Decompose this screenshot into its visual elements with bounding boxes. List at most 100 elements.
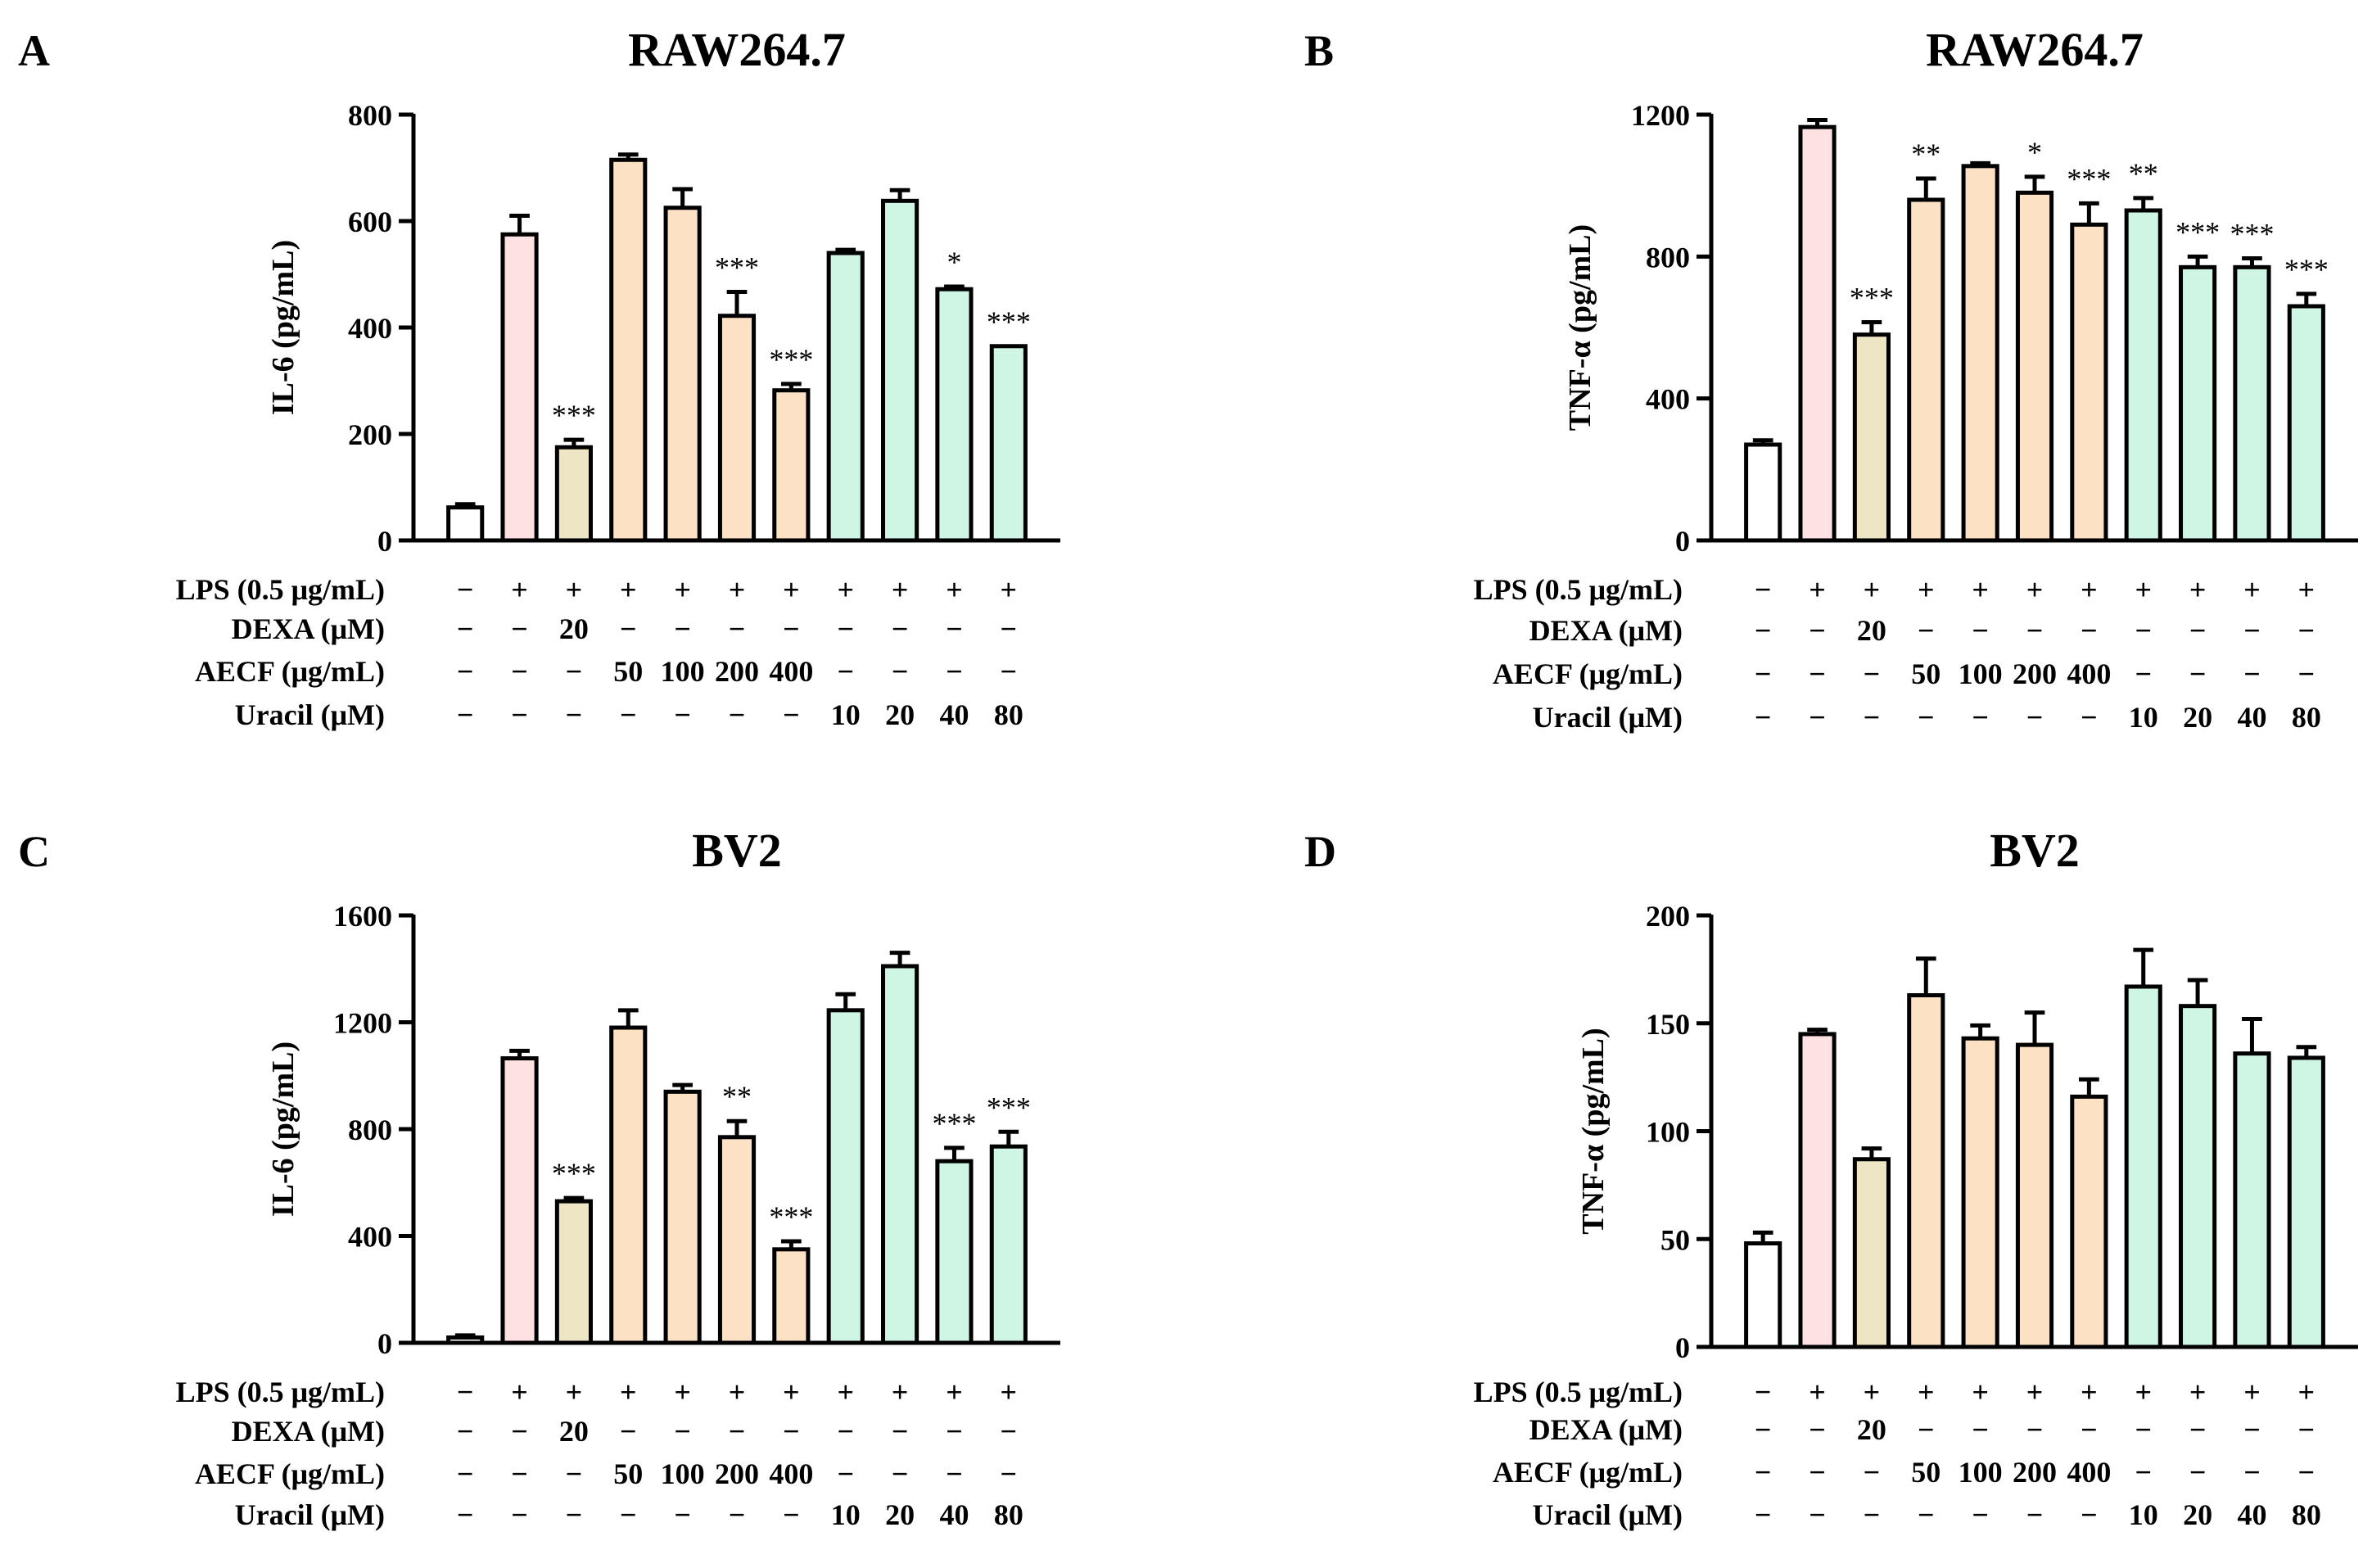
condition-value: +	[946, 573, 963, 606]
condition-value: −	[783, 1498, 800, 1531]
condition-value: −	[2189, 614, 2207, 647]
condition-value: −	[2081, 1413, 2098, 1446]
panel-letter: C	[18, 827, 50, 876]
condition-value: +	[892, 573, 909, 606]
bar	[2015, 1042, 2054, 1349]
condition-value: +	[1918, 573, 1935, 606]
condition-value: 100	[1959, 657, 2003, 690]
condition-label: Uracil (μM)	[235, 698, 385, 731]
significance-marker: ***	[715, 251, 759, 283]
condition-value: −	[620, 1498, 637, 1531]
bar	[2124, 208, 2162, 543]
condition-value: +	[837, 573, 854, 606]
condition-value: 200	[715, 655, 759, 688]
condition-value: 20	[885, 1498, 915, 1531]
condition-value: −	[2026, 701, 2044, 734]
bar	[2233, 264, 2271, 543]
bar	[2233, 1051, 2271, 1349]
condition-value: 20	[559, 612, 589, 645]
condition-value: −	[1972, 614, 1989, 647]
condition-label: DEXA (μM)	[232, 612, 385, 645]
condition-value: −	[620, 1415, 637, 1448]
condition-value: −	[511, 1415, 528, 1448]
condition-label: LPS (0.5 μg/mL)	[176, 1376, 385, 1408]
y-axis-label: IL-6 (pg/mL)	[266, 1042, 300, 1217]
bar	[663, 1089, 702, 1345]
condition-value: 80	[2292, 701, 2321, 734]
condition-value: 50	[613, 1457, 643, 1490]
bar	[2287, 1055, 2325, 1349]
condition-value: +	[892, 1376, 909, 1408]
condition-value: −	[1755, 657, 1772, 690]
condition-value: 400	[769, 655, 813, 688]
bar	[1744, 1241, 1782, 1349]
condition-value: −	[620, 698, 637, 731]
condition-value: 100	[1959, 1456, 2003, 1489]
condition-value: −	[783, 1415, 800, 1448]
condition-value: +	[2135, 1376, 2152, 1408]
condition-value: +	[2298, 1376, 2316, 1408]
bar	[554, 445, 593, 543]
condition-value: +	[729, 573, 746, 606]
condition-value: −	[457, 655, 474, 688]
condition-value: −	[2026, 1413, 2044, 1446]
condition-value: +	[511, 1376, 528, 1408]
condition-value: 100	[661, 655, 705, 688]
condition-value: −	[2298, 614, 2316, 647]
condition-value: +	[1809, 1376, 1826, 1408]
condition-value: −	[1809, 657, 1826, 690]
condition-value: 10	[2129, 1498, 2158, 1531]
condition-value: +	[620, 573, 637, 606]
condition-value: +	[729, 1376, 746, 1408]
y-tick-label: 0	[377, 1327, 392, 1360]
significance-marker: ***	[2067, 162, 2111, 195]
condition-value: −	[1755, 614, 1772, 647]
condition-value: 200	[715, 1457, 759, 1490]
condition-label: Uracil (μM)	[1533, 701, 1683, 734]
condition-value: −	[892, 1415, 909, 1448]
condition-value: −	[1918, 614, 1935, 647]
condition-value: −	[566, 698, 583, 731]
condition-value: −	[1001, 1457, 1018, 1490]
y-axis-label: IL-6 (pg/mL)	[266, 240, 300, 415]
condition-value: −	[946, 655, 963, 688]
bar	[446, 1335, 485, 1345]
condition-value: −	[892, 612, 909, 645]
condition-value: −	[2135, 657, 2152, 690]
bar	[881, 964, 919, 1345]
condition-value: 80	[994, 1498, 1023, 1531]
condition-value: −	[946, 1415, 963, 1448]
condition-label: LPS (0.5 μg/mL)	[1474, 573, 1683, 606]
bar	[2287, 304, 2325, 543]
significance-marker: ***	[769, 343, 813, 376]
bar	[1852, 332, 1891, 543]
bar	[500, 1056, 539, 1345]
bar	[1907, 992, 1945, 1349]
significance-marker: ***	[2175, 215, 2220, 248]
panel-letter: A	[18, 26, 50, 75]
condition-value: −	[2189, 1456, 2207, 1489]
condition-value: −	[892, 655, 909, 688]
condition-value: 20	[1857, 614, 1886, 647]
bar	[500, 232, 539, 543]
condition-value: +	[2026, 573, 2044, 606]
significance-marker: *	[2027, 136, 2042, 169]
bar	[772, 1247, 811, 1345]
significance-marker: **	[722, 1080, 752, 1113]
condition-value: −	[2081, 701, 2098, 734]
bar	[609, 157, 648, 543]
significance-marker: ***	[769, 1200, 813, 1233]
condition-value: −	[1972, 701, 1989, 734]
significance-marker: ***	[932, 1107, 976, 1140]
condition-label: Uracil (μM)	[235, 1498, 385, 1531]
bar	[2179, 1004, 2217, 1349]
condition-label: AECF (μg/mL)	[195, 1457, 385, 1490]
y-tick-label: 400	[1646, 383, 1690, 416]
bar	[554, 1199, 593, 1345]
condition-value: +	[566, 573, 583, 606]
condition-label: LPS (0.5 μg/mL)	[1474, 1376, 1683, 1408]
condition-value: +	[2243, 573, 2261, 606]
y-tick-label: 200	[1646, 900, 1690, 933]
